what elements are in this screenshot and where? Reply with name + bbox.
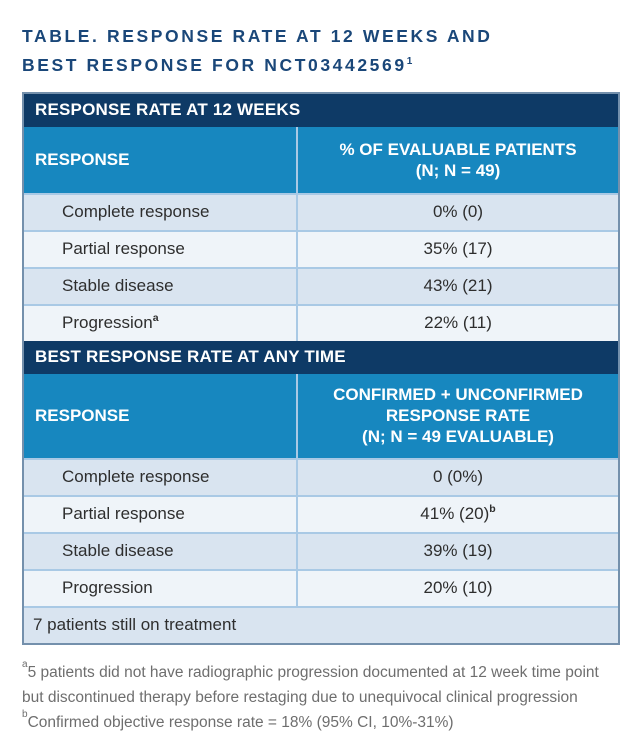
footnote-b-text: Confirmed objective response rate = 18% … xyxy=(27,713,454,731)
column-header-evaluable-patients: % OF EVALUABLE PATIENTS (N; N = 49) xyxy=(296,126,618,193)
row-value: 41% (20) xyxy=(420,504,490,524)
column-header-row-section2: RESPONSE CONFIRMED + UNCONFIRMED RESPONS… xyxy=(24,373,618,458)
row-value-cell: 20% (10) xyxy=(296,570,618,606)
row-value-cell: 35% (17) xyxy=(296,231,618,267)
row-label: Progression xyxy=(62,313,153,333)
row-label-cell: Complete response xyxy=(24,195,296,230)
section-header-best-response-any-time: BEST RESPONSE RATE AT ANY TIME xyxy=(24,340,618,374)
table-row-complete-response-12wk: Complete response 0% (0) xyxy=(24,192,618,230)
column-header-line: % OF EVALUABLE PATIENTS xyxy=(339,139,577,159)
footnote-b-sup: b xyxy=(22,708,28,720)
row-label-cell: Progression a xyxy=(62,312,159,333)
row-value: 39% (19) xyxy=(423,541,493,561)
footnote-b: bConfirmed objective response rate = 18%… xyxy=(22,708,622,735)
row-label: Progression xyxy=(62,578,153,598)
column-header-response-section2: RESPONSE xyxy=(35,405,130,425)
row-value-cell: 0 (0%) xyxy=(296,459,618,495)
row-value: 35% (17) xyxy=(423,239,493,259)
column-header-confirmed-unconfirmed: CONFIRMED + UNCONFIRMED RESPONSE RATE (N… xyxy=(296,373,618,458)
row-label: Stable disease xyxy=(62,541,174,561)
row-label: Partial response xyxy=(62,504,185,524)
row-label-cell: Stable disease xyxy=(24,534,296,569)
row-label-cell: Progression xyxy=(24,571,296,606)
row-label-cell: Stable disease xyxy=(24,269,296,304)
row-value: 43% (21) xyxy=(423,276,493,296)
section-header-response-rate-12-weeks: RESPONSE RATE AT 12 WEEKS xyxy=(24,93,618,127)
row-value-cell: 39% (19) xyxy=(296,533,618,569)
column-header-line: (N; N = 49 EVALUABLE) xyxy=(362,427,554,447)
table-row-stable-disease-best: Stable disease 39% (19) xyxy=(24,531,618,569)
footnote-a: a5 patients did not have radiographic pr… xyxy=(22,658,622,710)
table-row-stable-disease-12wk: Stable disease 43% (21) xyxy=(24,266,618,304)
column-header-response-section1: RESPONSE xyxy=(35,149,130,169)
row-value-cell: 43% (21) xyxy=(296,268,618,304)
row-value: 22% (11) xyxy=(424,313,492,333)
table-row-progression-12wk: Progression a 22% (11) xyxy=(24,303,618,341)
footnotes: a5 patients did not have radiographic pr… xyxy=(22,658,622,735)
column-header-line: CONFIRMED + UNCONFIRMED xyxy=(333,385,583,405)
table-footer-row-patients-on-treatment: 7 patients still on treatment xyxy=(24,605,618,643)
table-title-reference-sup: 1 xyxy=(406,56,414,67)
row-value: 0 (0%) xyxy=(432,467,484,487)
footnote-a-sup: a xyxy=(22,658,28,670)
row-label: Complete response xyxy=(62,202,210,222)
row-label-cell: Complete response xyxy=(24,460,296,495)
table-row-partial-response-12wk: Partial response 35% (17) xyxy=(24,229,618,267)
footnote-a-text: 5 patients did not have radiographic pro… xyxy=(22,663,599,706)
row-value-cell: 0% (0) xyxy=(296,194,618,230)
table-title-text: TABLE. RESPONSE RATE AT 12 WEEKS AND BES… xyxy=(22,26,493,75)
table-row-progression-best: Progression 20% (10) xyxy=(24,568,618,606)
column-header-line: RESPONSE RATE xyxy=(385,406,531,426)
row-value-cell: 22% (11) xyxy=(296,305,618,341)
row-label: Partial response xyxy=(62,239,185,259)
table-title: TABLE. RESPONSE RATE AT 12 WEEKS AND BES… xyxy=(22,24,547,78)
row-label: Stable disease xyxy=(62,276,174,296)
column-header-line: (N; N = 49) xyxy=(415,160,501,180)
response-table: RESPONSE RATE AT 12 WEEKS RESPONSE % OF … xyxy=(22,91,620,645)
column-header-row-section1: RESPONSE % OF EVALUABLE PATIENTS (N; N =… xyxy=(24,126,618,193)
table-row-complete-response-best: Complete response 0 (0%) xyxy=(24,457,618,495)
row-label-cell: Partial response xyxy=(24,232,296,267)
row-value: 0% (0) xyxy=(432,202,484,222)
table-row-partial-response-best: Partial response 41% (20) b xyxy=(24,494,618,532)
row-value: 20% (10) xyxy=(423,578,493,598)
row-label: Complete response xyxy=(62,467,210,487)
row-label-cell: Partial response xyxy=(24,497,296,532)
row-value-cell: 41% (20) b xyxy=(296,496,618,532)
